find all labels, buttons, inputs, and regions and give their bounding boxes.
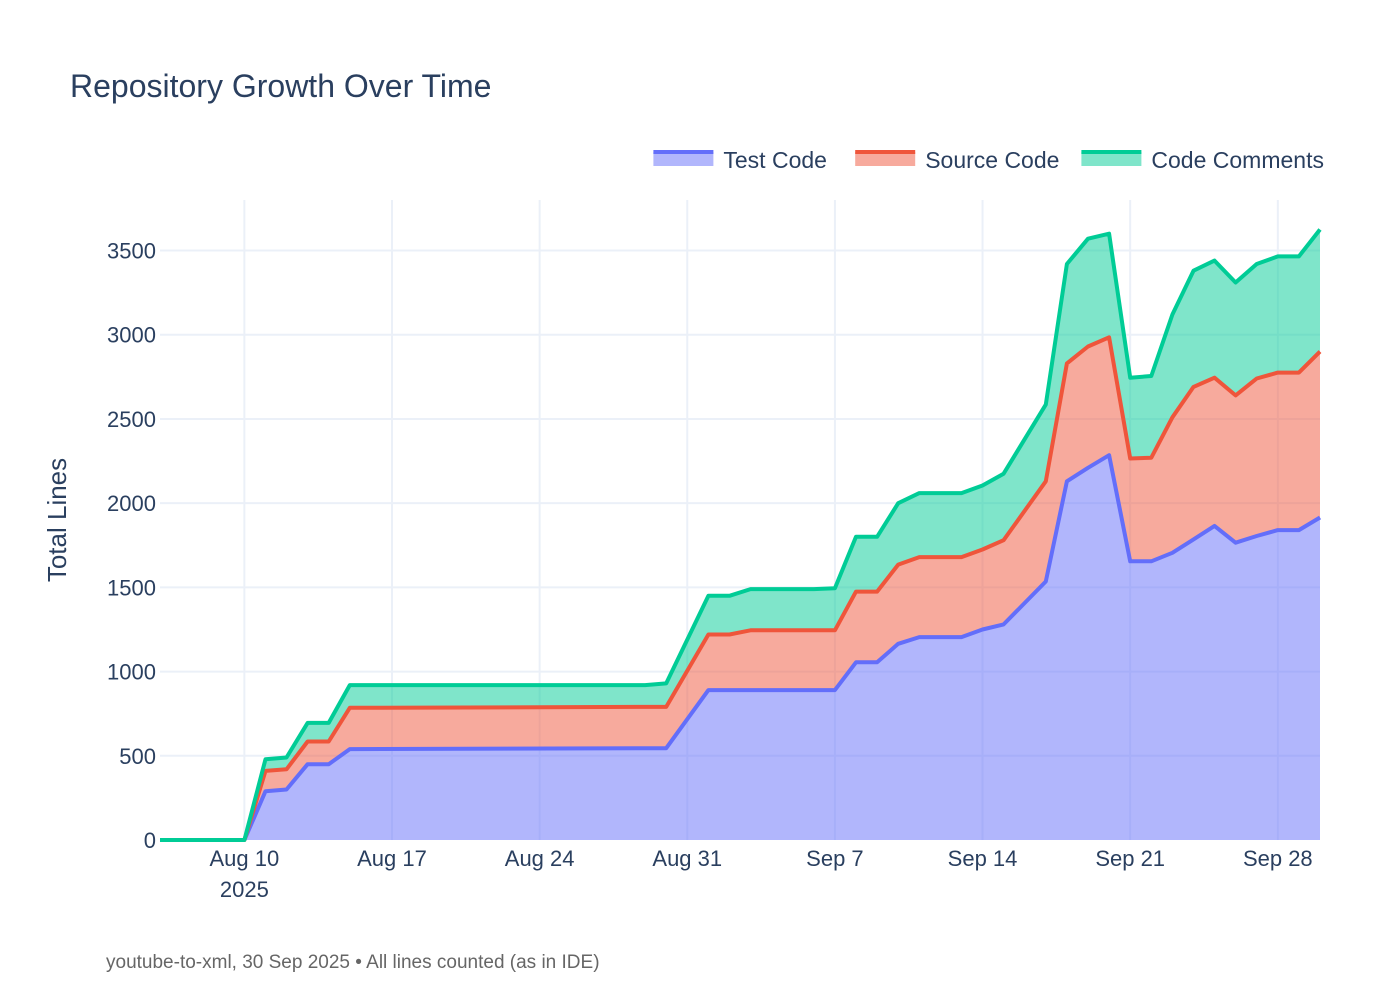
y-tick-label: 1000 <box>107 660 156 685</box>
x-tick-label: Sep 14 <box>948 846 1018 871</box>
test-code-line <box>160 453 1322 842</box>
y-tick-label: 3000 <box>107 323 156 348</box>
footnote: youtube-to-xml, 30 Sep 2025 • All lines … <box>106 952 600 973</box>
legend-item-code-comments[interactable]: Code Comments <box>1081 147 1324 173</box>
test-code-area <box>160 455 1320 840</box>
x-tick-label: Sep 7 <box>806 846 864 871</box>
y-tick-label: 2500 <box>107 407 156 432</box>
y-tick-label: 1500 <box>107 575 156 600</box>
legend-label: Test Code <box>723 147 827 173</box>
legend-label: Source Code <box>925 147 1059 173</box>
axis-ticks: 0 500 1000 1500 2000 2500 3000 3500 Aug 10 2025 Au… <box>107 239 1313 902</box>
source-code-line <box>160 335 1322 842</box>
y-tick-label: 3500 <box>107 239 156 264</box>
legend-swatch <box>653 152 714 166</box>
legend-item-test-code[interactable]: Test Code <box>653 147 827 173</box>
x-tick-label: Aug 31 <box>652 846 722 871</box>
y-tick-label: 0 <box>144 828 156 853</box>
x-tick-label: Sep 28 <box>1243 846 1313 871</box>
x-tick-label: Aug 24 <box>505 846 575 871</box>
chart-title: Repository Growth Over Time <box>70 68 492 104</box>
code-comments-area <box>160 229 1320 840</box>
area-series <box>160 228 1322 842</box>
code-comments-line <box>160 228 1322 842</box>
source-code-area <box>160 337 1320 840</box>
legend-swatch <box>1081 152 1142 166</box>
x-tick-label: Sep 21 <box>1095 846 1165 871</box>
y-tick-label: 500 <box>119 744 156 769</box>
y-axis-title: Total Lines <box>42 458 72 582</box>
x-tick-label: Aug 10 <box>209 846 279 871</box>
legend[interactable]: Test Code Source Code Code Comments <box>653 147 1324 173</box>
legend-item-source-code[interactable]: Source Code <box>855 147 1059 173</box>
x-tick-label: Aug 17 <box>357 846 427 871</box>
x-tick-year-label: 2025 <box>220 877 269 902</box>
legend-label: Code Comments <box>1151 147 1324 173</box>
legend-swatch <box>855 152 916 166</box>
y-tick-label: 2000 <box>107 491 156 516</box>
